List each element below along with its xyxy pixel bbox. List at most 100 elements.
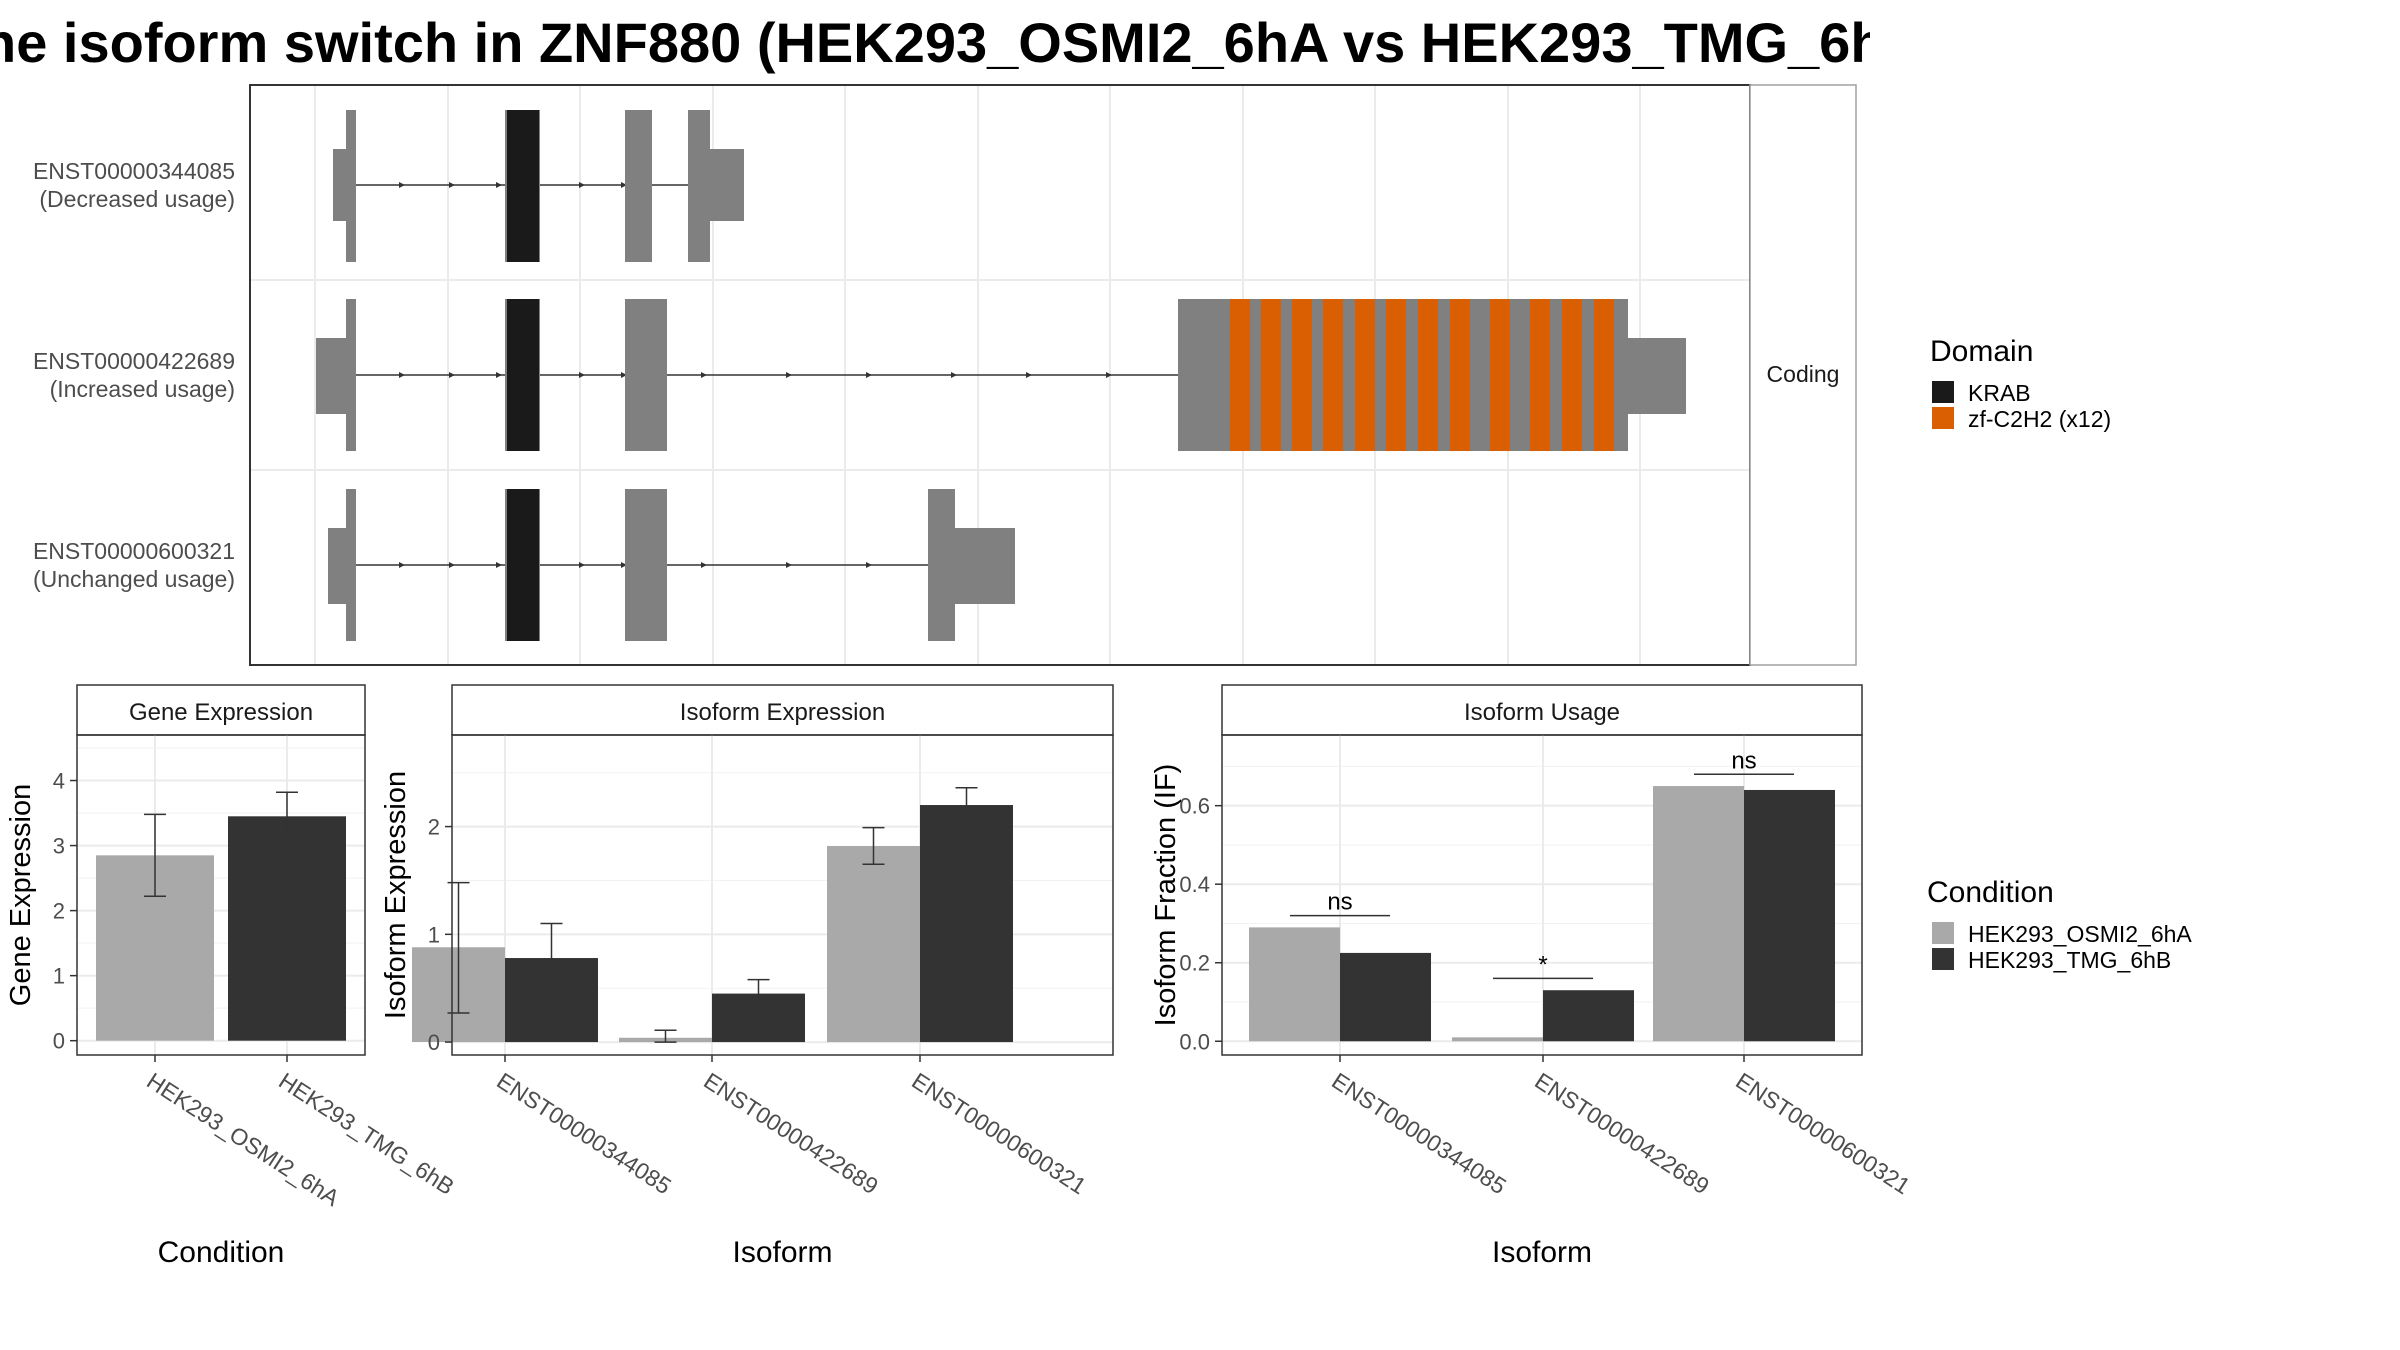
condition-legend-label-b: HEK293_TMG_6hB (1968, 947, 2171, 973)
y-axis-title: Isoform Fraction (IF) (1150, 764, 1182, 1027)
x-tick-label: ENST00000600321 (1731, 1067, 1915, 1199)
isoform-label-status: (Increased usage) (50, 376, 235, 402)
exon (625, 110, 652, 262)
intron-arrow (621, 182, 627, 188)
isoform-label-status: (Unchanged usage) (33, 566, 235, 592)
significance-label: * (1538, 951, 1547, 978)
condition-legend-key-a (1932, 922, 1954, 944)
figure-title: he isoform switch in ZNF880 (HEK293_OSMI… (0, 11, 1870, 74)
intron-arrow (621, 562, 627, 568)
transcript-models (316, 110, 1686, 641)
facet-strip-label: Isoform Usage (1464, 699, 1620, 726)
exon (346, 110, 356, 262)
zf-c2h2-domain (1355, 299, 1375, 451)
exon (625, 299, 667, 451)
zf-c2h2-domain (1530, 299, 1550, 451)
bar-a-ENST00000600321 (1653, 786, 1744, 1042)
intron-arrow (579, 562, 585, 568)
x-tick-label: ENST00000422689 (1530, 1067, 1714, 1199)
exon (346, 489, 356, 641)
y-tick-label: 1 (428, 922, 440, 947)
transcript-structure-panel: Coding ENST00000344085(Decreased usage)E… (33, 84, 1857, 666)
zf-c2h2-domain (1562, 299, 1582, 451)
x-tick-label: ENST00000600321 (907, 1067, 1091, 1199)
isoform-label-id: ENST00000422689 (33, 348, 235, 374)
isoform-usage-chart: Isoform Usage ns * ns 0.0 0.2 0.4 0.6 ENST000003… (1150, 684, 1915, 1269)
panel-border (451, 734, 1114, 1056)
zf-c2h2-domain (1490, 299, 1510, 451)
coding-strip-label: Coding (1767, 361, 1840, 387)
y-tick-label: 2 (428, 815, 440, 840)
exon (928, 489, 955, 641)
utr-exon (710, 149, 744, 221)
condition-legend: Condition HEK293_OSMI2_6hA HEK293_TMG_6h… (1927, 876, 2192, 973)
intron-arrow (786, 562, 792, 568)
panel-border (1221, 734, 1863, 1056)
x-tick-label: ENST00000422689 (699, 1067, 883, 1199)
intron-arrow (621, 372, 627, 378)
intron-arrow (1106, 372, 1112, 378)
intron-arrow (701, 372, 707, 378)
facet-strip (1221, 684, 1863, 736)
y-tick-label: 3 (53, 834, 65, 859)
zf-c2h2-domain (1450, 299, 1470, 451)
bar-HEK293_TMG_6hB (228, 816, 346, 1041)
condition-legend-title: Condition (1927, 876, 2054, 909)
y-tick-label: 0 (428, 1030, 440, 1055)
bar-b-ENST00000344085 (1340, 952, 1431, 1042)
bar-b-ENST00000600321 (1744, 789, 1835, 1042)
zf-c2h2-domain (1261, 299, 1281, 451)
isoform-label-id: ENST00000344085 (33, 158, 235, 184)
x-tick-label: ENST00000344085 (492, 1067, 676, 1199)
intron-arrow (1026, 372, 1032, 378)
utr-exon (316, 338, 348, 414)
intron-arrow (496, 372, 502, 378)
domain-legend: Domain KRAB zf-C2H2 (x12) (1930, 335, 2111, 432)
krab-domain (507, 299, 539, 451)
x-tick-label: ENST00000344085 (1327, 1067, 1511, 1199)
intron-arrow (449, 562, 455, 568)
facet-strip-label: Isoform Expression (680, 699, 885, 726)
domain-legend-label-zf: zf-C2H2 (x12) (1968, 406, 2111, 432)
intron-arrow (399, 372, 405, 378)
facet-strip-label: Gene Expression (129, 699, 313, 726)
y-tick-label: 2 (53, 899, 65, 924)
intron-arrow (496, 182, 502, 188)
x-axis-title: Condition (158, 1236, 285, 1269)
y-axis-title: Isoform Expression (380, 771, 412, 1019)
exon (346, 299, 356, 451)
intron-arrow (579, 372, 585, 378)
bar-b-ENST00000422689 (1543, 990, 1634, 1042)
bar-a-ENST00000344085 (1249, 927, 1340, 1042)
isoform-labels: ENST00000344085(Decreased usage) ENST0000… (33, 158, 235, 592)
intron-arrow (786, 372, 792, 378)
zf-c2h2-domain (1594, 299, 1614, 451)
intron-arrow (399, 182, 405, 188)
intron-arrow (701, 562, 707, 568)
panel-border (76, 734, 366, 1056)
x-axis-title: Isoform (732, 1236, 832, 1269)
y-tick-label: 0.0 (1179, 1029, 1210, 1054)
utr-exon (1628, 338, 1686, 414)
exon (688, 110, 710, 262)
x-axis-title: Isoform (1492, 1236, 1592, 1269)
intron-arrow (449, 182, 455, 188)
y-tick-label: 4 (53, 769, 65, 794)
domain-legend-key-zf (1932, 407, 1954, 429)
facet-strip (451, 684, 1114, 736)
facet-strip (76, 684, 366, 736)
intron-arrow (866, 372, 872, 378)
utr-exon (955, 528, 1015, 604)
isoform-label-id: ENST00000600321 (33, 538, 235, 564)
krab-domain (507, 110, 539, 262)
zf-c2h2-domain (1292, 299, 1312, 451)
y-tick-label: 1 (53, 964, 65, 989)
zf-c2h2-domain (1418, 299, 1438, 451)
y-tick-label: 0.2 (1179, 951, 1210, 976)
y-tick-label: 0.6 (1179, 794, 1210, 819)
utr-exon (328, 528, 348, 604)
intron-arrow (579, 182, 585, 188)
bar-a-ENST00000600321 (827, 845, 920, 1043)
